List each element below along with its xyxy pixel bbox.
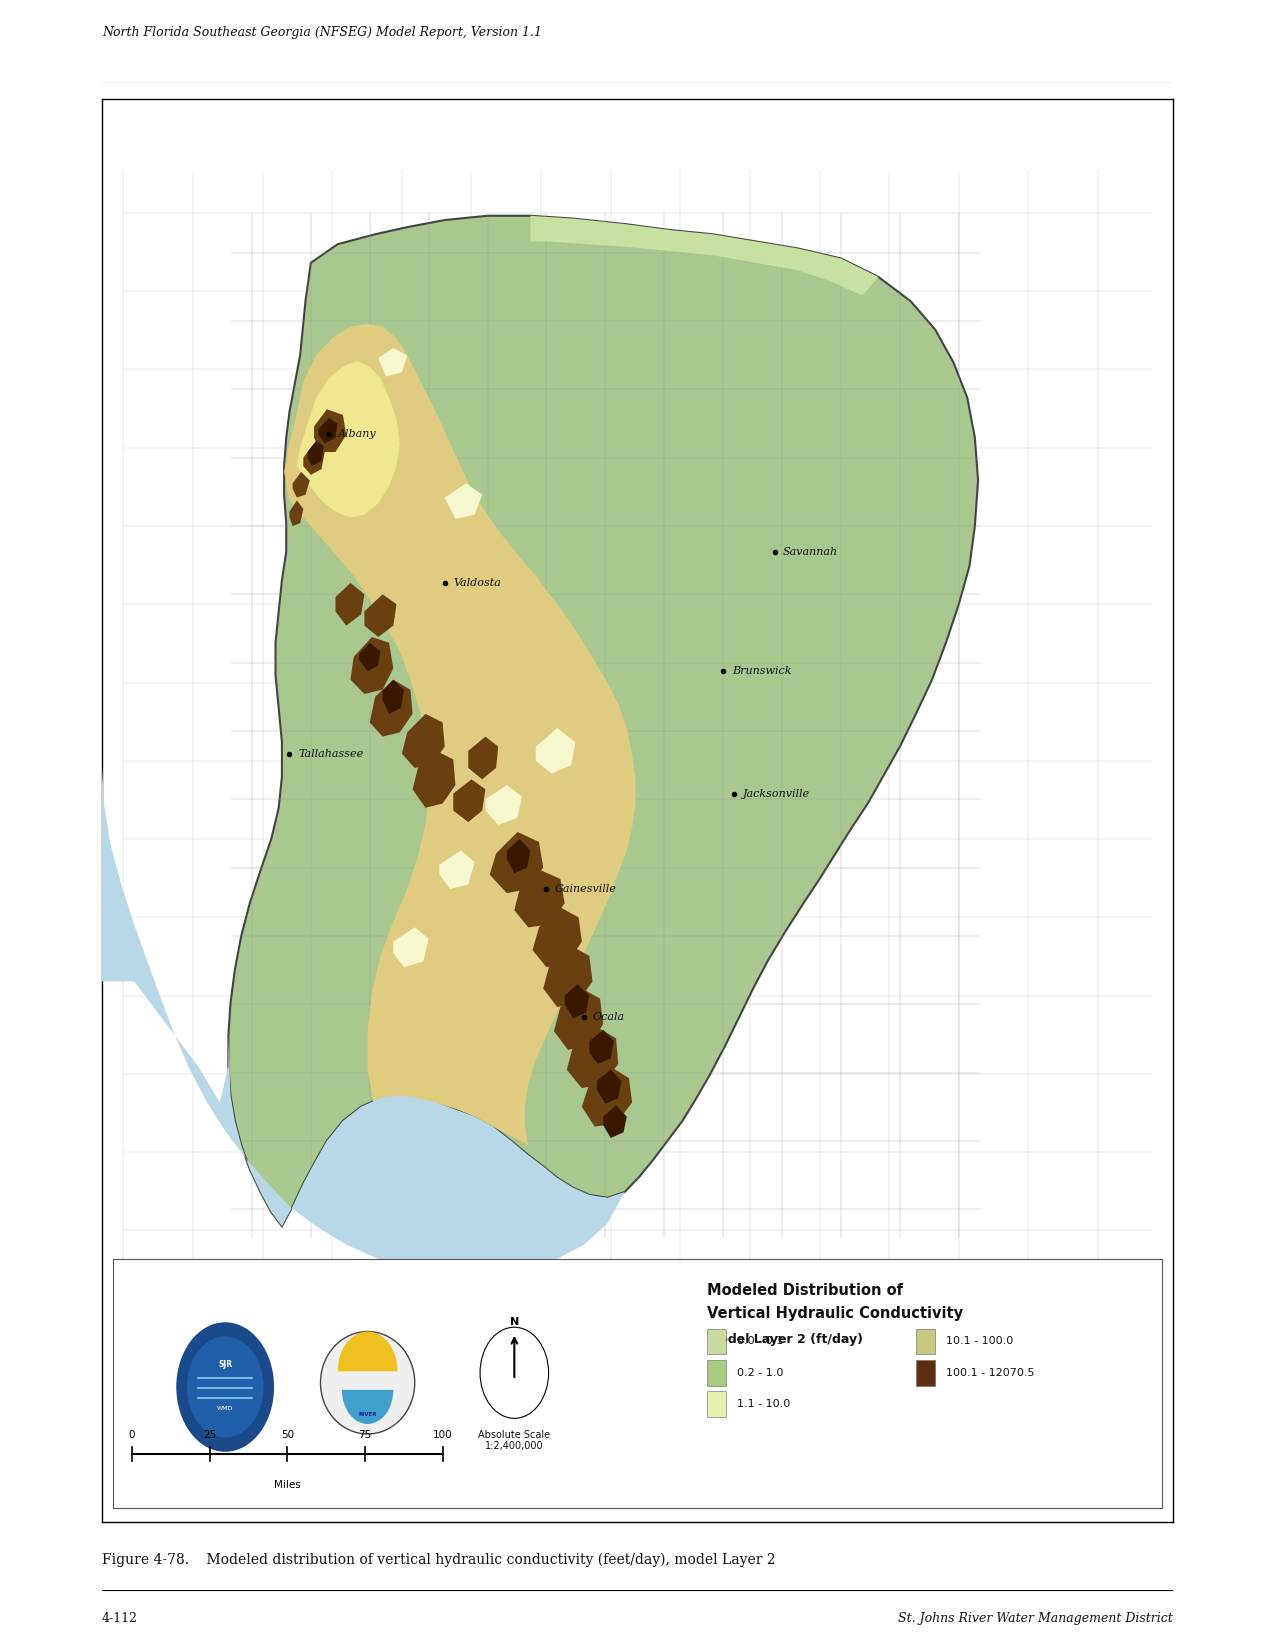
Text: Modeled Distribution of: Modeled Distribution of: [708, 1283, 903, 1298]
Text: Figure 4-78.    Modeled distribution of vertical hydraulic conductivity (feet/da: Figure 4-78. Modeled distribution of ver…: [102, 1554, 775, 1567]
Polygon shape: [536, 728, 575, 774]
Text: 50: 50: [280, 1430, 293, 1440]
Text: Savannah: Savannah: [783, 546, 838, 556]
Text: North Florida Southeast Georgia (NFSEG) Model Report, Version 1.1: North Florida Southeast Georgia (NFSEG) …: [102, 26, 542, 40]
Polygon shape: [514, 870, 565, 928]
Ellipse shape: [320, 1331, 414, 1435]
Text: 0.2 - 1.0: 0.2 - 1.0: [737, 1367, 783, 1379]
Polygon shape: [454, 779, 486, 822]
Text: Model Layer 2 (ft/day): Model Layer 2 (ft/day): [708, 1332, 863, 1346]
Text: 10.1 - 100.0: 10.1 - 100.0: [946, 1336, 1014, 1347]
Polygon shape: [303, 444, 325, 475]
Text: 0: 0: [129, 1430, 135, 1440]
Polygon shape: [440, 850, 474, 888]
Text: 4-112: 4-112: [102, 1613, 138, 1625]
Text: St. Johns River Water Management District: St. Johns River Water Management Distric…: [899, 1613, 1173, 1625]
Polygon shape: [293, 472, 310, 497]
Polygon shape: [307, 441, 324, 466]
Polygon shape: [490, 832, 543, 893]
Polygon shape: [468, 736, 499, 779]
Text: 100.1 - 12070.5: 100.1 - 12070.5: [946, 1367, 1034, 1379]
Text: 25: 25: [203, 1430, 217, 1440]
Text: Vertical Hydraulic Conductivity: Vertical Hydraulic Conductivity: [708, 1306, 963, 1321]
Polygon shape: [289, 500, 303, 527]
Text: 100: 100: [432, 1430, 453, 1440]
Polygon shape: [402, 713, 445, 768]
Text: Valdosta: Valdosta: [454, 578, 501, 588]
Text: Miles: Miles: [274, 1479, 301, 1489]
Circle shape: [187, 1337, 263, 1436]
Polygon shape: [413, 751, 455, 807]
Text: N: N: [510, 1317, 519, 1327]
FancyBboxPatch shape: [708, 1360, 727, 1385]
Polygon shape: [297, 362, 400, 517]
FancyBboxPatch shape: [708, 1329, 727, 1354]
Polygon shape: [379, 348, 407, 376]
Text: Albany: Albany: [338, 429, 376, 439]
Text: SJR: SJR: [218, 1360, 232, 1369]
Polygon shape: [507, 839, 530, 873]
FancyBboxPatch shape: [915, 1329, 936, 1354]
Polygon shape: [335, 583, 365, 626]
Text: 0.0 - 0.1: 0.0 - 0.1: [737, 1336, 783, 1347]
Polygon shape: [319, 418, 338, 444]
Polygon shape: [102, 768, 625, 1522]
FancyBboxPatch shape: [708, 1392, 727, 1417]
Polygon shape: [530, 216, 878, 296]
Polygon shape: [360, 642, 380, 672]
Polygon shape: [603, 1105, 627, 1138]
Circle shape: [177, 1322, 273, 1451]
Polygon shape: [102, 99, 1173, 1522]
Text: Brunswick: Brunswick: [732, 665, 792, 677]
Polygon shape: [565, 984, 589, 1019]
Text: Absolute Scale
1:2,400,000: Absolute Scale 1:2,400,000: [478, 1430, 551, 1451]
Polygon shape: [228, 216, 978, 1227]
Wedge shape: [342, 1390, 393, 1425]
Polygon shape: [533, 908, 581, 967]
Polygon shape: [543, 946, 593, 1007]
Text: WMD: WMD: [217, 1407, 233, 1412]
Polygon shape: [486, 784, 521, 826]
Text: Ocala: Ocala: [593, 1012, 625, 1022]
Polygon shape: [351, 637, 393, 693]
Polygon shape: [445, 484, 482, 518]
Polygon shape: [597, 1070, 621, 1105]
Circle shape: [481, 1327, 548, 1418]
FancyBboxPatch shape: [112, 1260, 1163, 1507]
FancyBboxPatch shape: [915, 1360, 936, 1385]
Polygon shape: [382, 680, 404, 713]
Polygon shape: [567, 1027, 618, 1088]
Polygon shape: [370, 680, 413, 736]
Polygon shape: [589, 1030, 615, 1063]
Polygon shape: [581, 1067, 632, 1126]
Polygon shape: [365, 594, 397, 637]
Text: Gainesville: Gainesville: [555, 883, 617, 893]
Text: Jacksonville: Jacksonville: [742, 789, 810, 799]
Text: 75: 75: [358, 1430, 371, 1440]
Wedge shape: [338, 1331, 398, 1372]
Polygon shape: [314, 409, 347, 452]
Text: 1.1 - 10.0: 1.1 - 10.0: [737, 1398, 790, 1408]
Polygon shape: [553, 989, 603, 1050]
Polygon shape: [393, 928, 428, 967]
Text: RIVER: RIVER: [358, 1412, 377, 1417]
Polygon shape: [284, 324, 635, 1146]
Text: Tallahassee: Tallahassee: [298, 748, 363, 759]
